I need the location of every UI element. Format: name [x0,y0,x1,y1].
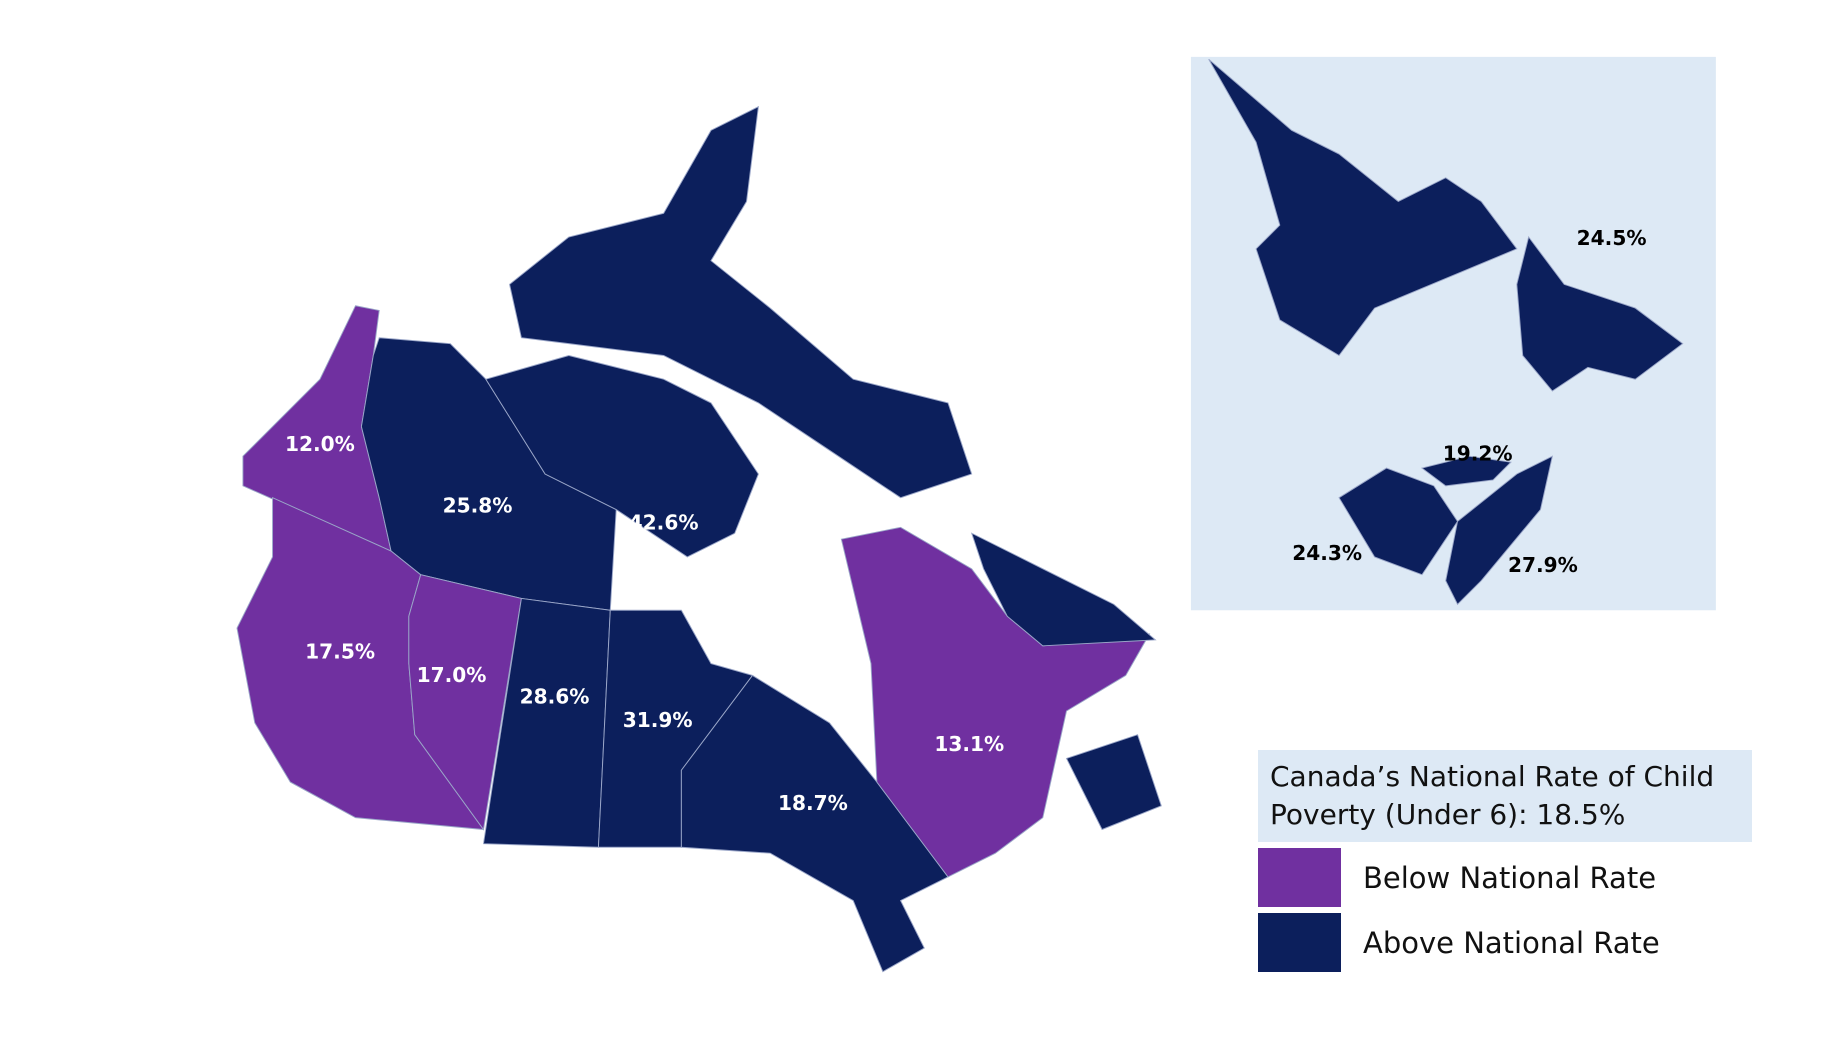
region-label: 42.6% [629,510,699,534]
province-shape [840,526,1151,878]
region-label: 28.6% [520,684,590,708]
region-label: 31.9% [623,708,693,732]
region-label: 24.3% [1292,541,1362,565]
province-shape [509,105,973,499]
legend-label: Above National Rate [1363,925,1660,960]
region-label: 24.5% [1577,226,1647,250]
province-shape [1208,58,1518,357]
legend-title: Canada’s National Rate of Child Poverty … [1258,750,1752,842]
region-label: 19.2% [1443,442,1513,466]
region-label: 12.0% [285,432,355,456]
province-shape [970,532,1157,647]
legend-label: Below National Rate [1363,860,1657,895]
province-shape [485,355,759,558]
region-label: 17.5% [305,639,375,663]
region-label: 13.1% [934,732,1004,756]
legend-swatch [1258,913,1341,972]
province-shape [1420,455,1512,487]
legend-swatch [1258,848,1341,907]
region-label: 18.7% [778,791,848,815]
region-label: 27.9% [1508,553,1578,577]
region-label: 25.8% [443,494,513,518]
province-shape [1445,455,1554,606]
legend: Canada’s National Rate of Child Poverty … [1258,750,1752,972]
legend-item: Below National Rate [1258,848,1752,907]
region-label: 17.0% [417,663,487,687]
legend-item: Above National Rate [1258,913,1752,972]
province-shape [1065,734,1162,831]
province-shape [1516,235,1684,392]
